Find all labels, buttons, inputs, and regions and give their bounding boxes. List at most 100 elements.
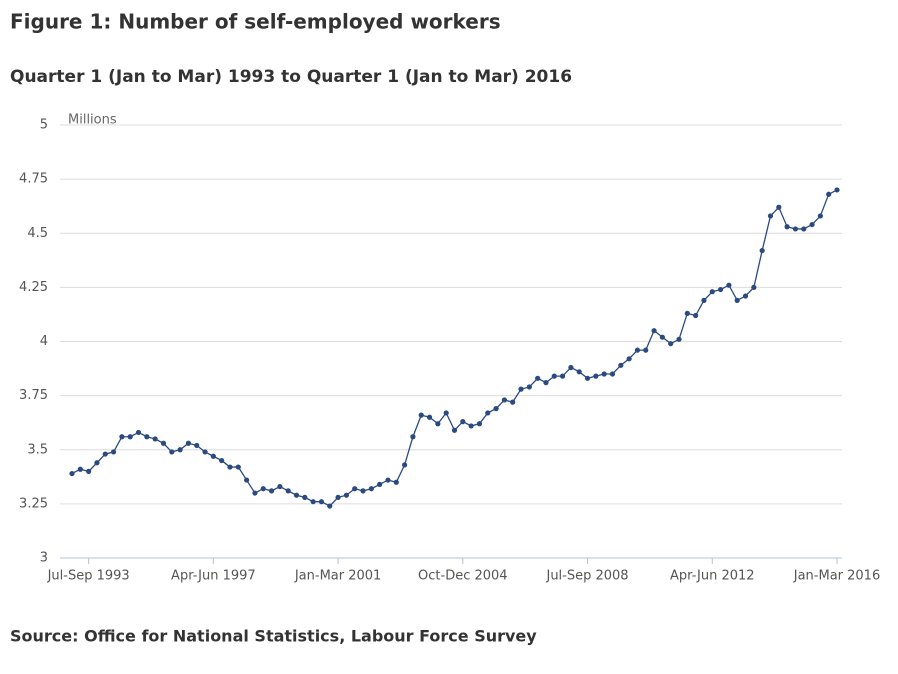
data-point <box>510 399 516 405</box>
data-point <box>593 373 599 379</box>
data-point <box>335 494 341 500</box>
data-point <box>202 449 208 455</box>
data-point <box>368 486 374 492</box>
y-tick-label: 3.5 <box>27 442 48 457</box>
data-point <box>102 451 108 457</box>
data-point <box>543 380 549 386</box>
x-tick-label: Jan-Mar 2001 <box>294 569 381 584</box>
data-point <box>676 336 682 342</box>
data-point <box>86 468 92 474</box>
data-point <box>659 334 665 340</box>
data-point <box>568 364 574 371</box>
data-point <box>742 293 749 299</box>
data-point <box>385 477 391 483</box>
data-point <box>576 369 582 375</box>
data-point <box>185 440 192 446</box>
data-point <box>177 447 183 453</box>
data-point <box>809 221 815 228</box>
data-point <box>352 486 358 492</box>
data-point <box>235 464 241 470</box>
data-point <box>751 284 757 290</box>
data-point <box>584 375 591 381</box>
data-point <box>293 492 300 498</box>
data-point <box>343 492 350 498</box>
data-point <box>717 286 724 293</box>
y-tick-label: 3.75 <box>19 388 48 403</box>
data-point <box>759 247 765 254</box>
data-point <box>169 449 175 455</box>
y-tick-label: 4.25 <box>19 280 48 295</box>
data-point <box>285 488 291 494</box>
data-point <box>119 434 125 440</box>
data-point <box>443 410 449 416</box>
data-point <box>160 440 167 446</box>
data-point <box>268 488 275 494</box>
data-point <box>277 483 283 490</box>
data-point <box>377 481 383 487</box>
data-point <box>69 470 75 477</box>
data-point <box>135 429 142 436</box>
x-tick-label: Apr-Jun 2012 <box>670 569 755 584</box>
data-point <box>410 434 416 440</box>
chart-subtitle: Quarter 1 (Jan to Mar) 1993 to Quarter 1… <box>10 67 572 87</box>
data-point <box>767 213 774 219</box>
data-point <box>834 187 840 193</box>
data-point <box>551 373 557 379</box>
data-point <box>310 499 316 505</box>
x-tick-label: Jul-Sep 2008 <box>545 569 628 584</box>
data-point <box>734 297 740 303</box>
y-axis-label: Millions <box>68 113 117 128</box>
data-point <box>393 479 399 485</box>
data-point <box>784 224 790 230</box>
data-point <box>668 341 674 347</box>
data-point <box>817 213 823 219</box>
data-point <box>144 434 150 440</box>
data-point <box>801 226 807 232</box>
data-point <box>127 434 133 440</box>
x-tick-label: Apr-Jun 1997 <box>171 569 256 584</box>
data-point <box>244 477 250 483</box>
data-point <box>726 282 732 288</box>
data-point <box>426 414 433 420</box>
data-point <box>526 384 532 390</box>
data-point <box>460 419 466 425</box>
data-point <box>210 453 216 459</box>
data-point <box>709 289 715 295</box>
data-point <box>609 371 616 377</box>
data-line <box>71 189 838 507</box>
data-point <box>227 464 233 470</box>
data-point <box>435 421 441 427</box>
data-point <box>651 328 657 334</box>
data-point <box>684 310 690 316</box>
y-tick-label: 5 <box>40 118 48 133</box>
data-point <box>302 494 308 500</box>
y-tick-label: 4.5 <box>27 226 48 241</box>
data-point <box>618 362 624 368</box>
data-point <box>402 462 408 468</box>
x-tick-label: Jul-Sep 1993 <box>47 569 130 584</box>
data-point <box>451 427 458 433</box>
y-tick-label: 4.75 <box>19 172 48 187</box>
y-tick-label: 3 <box>40 551 48 566</box>
data-point <box>94 460 100 466</box>
data-point <box>194 442 200 449</box>
x-tick-label: Oct-Dec 2004 <box>418 569 508 584</box>
source: Source: Office for National Statistics, … <box>10 627 537 646</box>
data-point <box>77 466 83 472</box>
data-point <box>468 423 474 429</box>
data-point <box>792 226 799 232</box>
data-point <box>826 191 832 197</box>
data-point <box>219 457 225 464</box>
data-point <box>693 312 699 319</box>
data-point <box>260 486 266 492</box>
data-point <box>152 436 158 442</box>
data-point <box>476 421 483 427</box>
data-point <box>634 347 641 353</box>
chart-title: Figure 1: Number of self-employed worker… <box>10 10 501 34</box>
data-point <box>252 490 258 496</box>
x-tick-label: Jan-Mar 2016 <box>793 569 880 584</box>
data-point <box>518 386 524 392</box>
data-point <box>559 373 566 379</box>
